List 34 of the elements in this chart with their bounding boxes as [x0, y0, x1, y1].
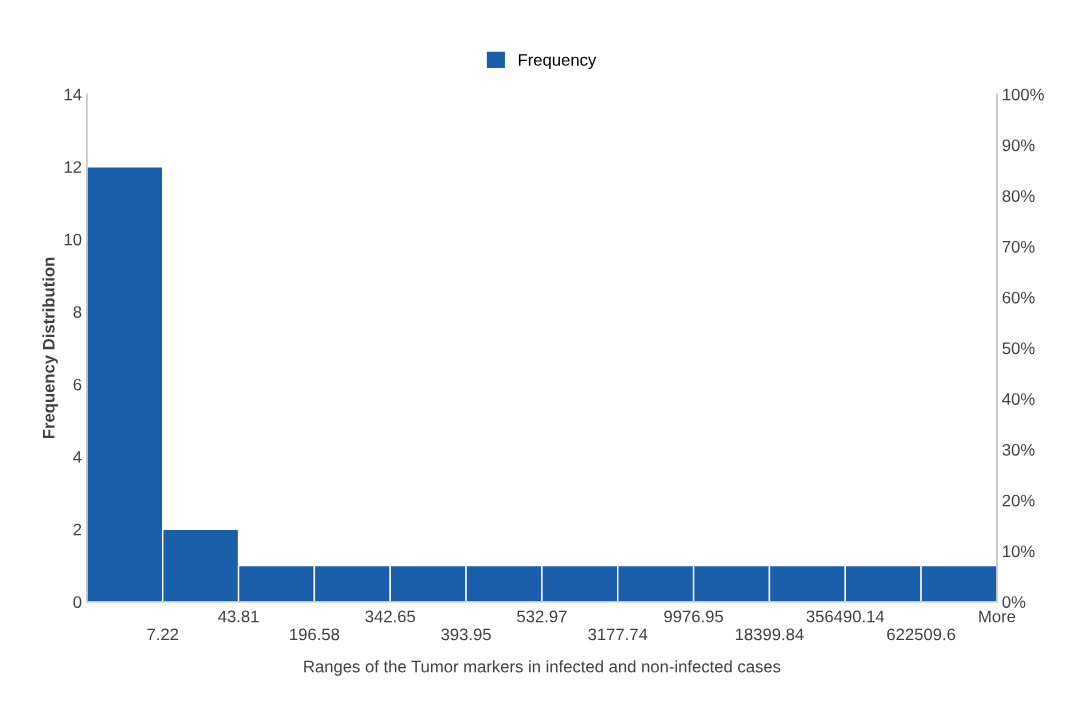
y2-tick-label: 0% — [1002, 596, 1026, 608]
y2-tick-label: 10% — [1003, 545, 1035, 558]
y2-tick-label: 90% — [1002, 139, 1035, 152]
x-tick-label: 18399.84 — [735, 628, 804, 641]
x-tick-label: 393.95 — [441, 628, 491, 641]
y2-tick-label: 80% — [1002, 190, 1035, 202]
y2-tick-label: 30% — [1002, 443, 1035, 456]
x-tick-label: 3177.74 — [588, 628, 648, 641]
x-tick-label: 7.22 — [147, 628, 179, 641]
x-tick-label: More — [979, 610, 1016, 623]
y-tick-label: 12 — [64, 161, 82, 173]
y-tick-label: 8 — [73, 306, 82, 318]
x-tick-label: 622509.6 — [887, 628, 956, 641]
y2-tick-label: 40% — [1002, 393, 1035, 405]
y-axis-title: Frequency Distribution — [42, 257, 58, 439]
y-tick-label: 4 — [73, 451, 82, 463]
y2-tick-label: 50% — [1002, 342, 1035, 355]
legend-label: Frequency — [518, 54, 597, 70]
x-tick-label: 9976.95 — [664, 610, 724, 623]
x-axis-title: Ranges of the Tumor markers in infected and non-infected cases — [304, 660, 781, 676]
y2-tick-label: 100% — [1003, 88, 1044, 101]
y2-tick-label: 20% — [1002, 494, 1035, 507]
y-tick-label: 2 — [73, 523, 82, 536]
x-tick-label: 356490.14 — [806, 610, 885, 623]
x-tick-label: 532.97 — [517, 610, 567, 623]
y-tick-label: 14 — [64, 88, 82, 101]
y2-tick-label: 70% — [1002, 240, 1035, 253]
y-tick-label: 10 — [64, 233, 82, 246]
x-tick-label: 342.65 — [365, 610, 416, 623]
y2-tick-label: 60% — [1002, 291, 1035, 304]
x-tick-label: 43.81 — [218, 610, 259, 623]
x-tick-label: 196.58 — [290, 628, 340, 641]
y-tick-label: 0 — [73, 596, 82, 608]
y-tick-label: 6 — [73, 378, 82, 391]
